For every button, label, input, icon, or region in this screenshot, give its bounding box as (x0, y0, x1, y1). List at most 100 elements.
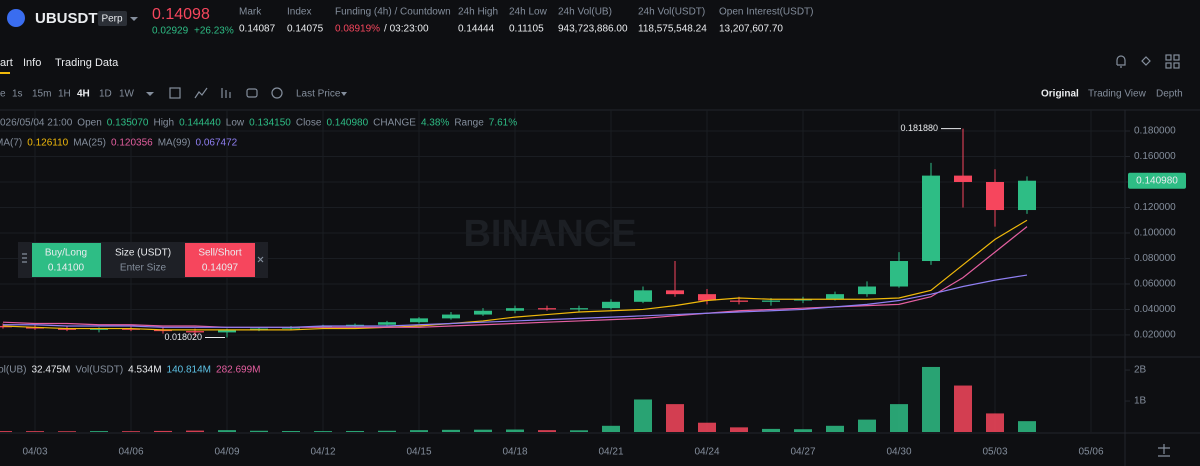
tab[interactable]: Trading Data (55, 57, 119, 69)
candle-body (570, 308, 588, 310)
candle-body (1018, 180, 1036, 211)
tab[interactable]: art (0, 57, 13, 69)
legend-label: MA(99) (158, 138, 191, 149)
candle-body (282, 327, 300, 329)
volume-bar (762, 428, 780, 432)
stat-label: Mark (239, 7, 262, 18)
interval[interactable]: 4H (77, 89, 90, 100)
candle-body (346, 324, 364, 327)
candle-body (954, 175, 972, 182)
interval[interactable]: 1H (58, 89, 71, 100)
volume-bar (730, 427, 748, 432)
layout-icon[interactable] (1165, 54, 1172, 61)
header-icons (1116, 54, 1180, 69)
close-icon[interactable] (257, 256, 264, 263)
volume-bar (826, 425, 844, 432)
volume-bar (250, 430, 268, 432)
view-tab[interactable]: Depth (1156, 89, 1183, 100)
candle-body (58, 328, 76, 330)
layout-icon[interactable] (1173, 62, 1180, 69)
ma-line (3, 274, 1028, 328)
interval[interactable]: e (0, 89, 6, 100)
volume-bar (506, 429, 524, 432)
interval[interactable]: 1D (99, 89, 112, 100)
tool-icon[interactable] (169, 87, 181, 99)
candle-body (890, 261, 908, 287)
price-change: 0.02929 (152, 26, 189, 37)
legend-value: 0.120356 (111, 138, 153, 149)
tool-icon[interactable] (271, 87, 283, 99)
settings-icon[interactable] (1141, 56, 1151, 66)
legend-value: 140.814M (167, 365, 211, 376)
legend-value: 0.134150 (249, 118, 291, 129)
size-input[interactable]: Enter Size (120, 263, 167, 274)
buy-button[interactable] (32, 243, 101, 277)
order-panel: Buy/Long 0.14100 Size (USDT) Enter Size … (18, 242, 268, 278)
tab[interactable]: Info (23, 57, 41, 69)
legend-value: 282.699M (216, 365, 260, 376)
candle-body (826, 294, 844, 300)
price-type[interactable]: Last Price (296, 89, 341, 100)
view-tab[interactable]: Trading View (1088, 89, 1147, 100)
scale-icon[interactable] (1158, 444, 1170, 457)
y-tick-label: 0.040000 (1134, 304, 1176, 315)
candle-body (730, 300, 748, 302)
tool-icon[interactable] (194, 87, 208, 99)
price-change-pct: +26.23% (194, 26, 234, 37)
volume-bar (794, 429, 812, 432)
candle-body (666, 290, 684, 295)
badge (98, 11, 127, 26)
tool-icons (169, 87, 283, 99)
legend-value: 4.38% (421, 118, 449, 129)
tool-icon[interactable] (246, 88, 258, 98)
x-tick-label: 04/12 (310, 447, 335, 458)
volume-bar (282, 431, 300, 432)
interval[interactable]: 1s (12, 89, 23, 100)
volume-bar (0, 431, 12, 432)
stat-value: 0.14087 (239, 24, 276, 35)
drag-handle[interactable] (22, 253, 27, 263)
volume-bar (602, 425, 620, 432)
stat-extra: / 03:23:00 (384, 24, 429, 35)
price-tag-text: 0.140980 (1136, 175, 1178, 186)
volume-bar (986, 413, 1004, 432)
x-tick-label: 04/15 (406, 447, 431, 458)
tool-icon[interactable] (221, 88, 231, 98)
volume-bar (154, 430, 172, 432)
price-tag (1128, 172, 1186, 189)
candle-body (506, 308, 524, 311)
stat-label: 24h Vol(UB) (558, 7, 612, 18)
symbol[interactable]: UBUSDT (35, 10, 98, 27)
volume-bar (1018, 421, 1036, 432)
x-tick-label: 04/18 (502, 447, 527, 458)
stat-label: 24h High (458, 7, 498, 18)
candle-body (762, 300, 780, 302)
candle-body (154, 329, 172, 332)
interval[interactable]: 1W (119, 89, 135, 100)
legend-label: Close (296, 118, 322, 129)
stat-label: Funding (4h) / Countdown (335, 7, 451, 18)
legend: 026/05/04 21:00 Open 0.135070 High 0.144440 L… (0, 118, 517, 376)
volume-bar (666, 404, 684, 432)
volume-bar (122, 431, 140, 432)
volume-bar (698, 422, 716, 432)
sell-button[interactable] (185, 243, 255, 277)
volume-bar (570, 430, 588, 432)
interval-dropdown[interactable] (146, 92, 154, 96)
symbol-dropdown[interactable] (130, 17, 138, 21)
watermark: BINANCE (463, 213, 636, 255)
layout-icon[interactable] (1173, 54, 1180, 61)
candle-body (90, 328, 108, 330)
view-tab[interactable]: Original (1041, 89, 1079, 100)
legend-label: Vol(UB) (0, 365, 26, 376)
buy-price: 0.14100 (48, 263, 85, 274)
price-type-dropdown[interactable] (341, 92, 347, 96)
x-tick-label: 04/03 (22, 447, 47, 458)
interval[interactable]: 15m (32, 89, 51, 100)
toolbar: e 1s 15m 1H 4H 1D 1W Last Price Original Trading … (0, 89, 1183, 100)
candle-body (186, 331, 204, 333)
bell-icon[interactable] (1116, 55, 1126, 68)
layout-icon[interactable] (1165, 62, 1172, 69)
volume-bar (90, 431, 108, 432)
